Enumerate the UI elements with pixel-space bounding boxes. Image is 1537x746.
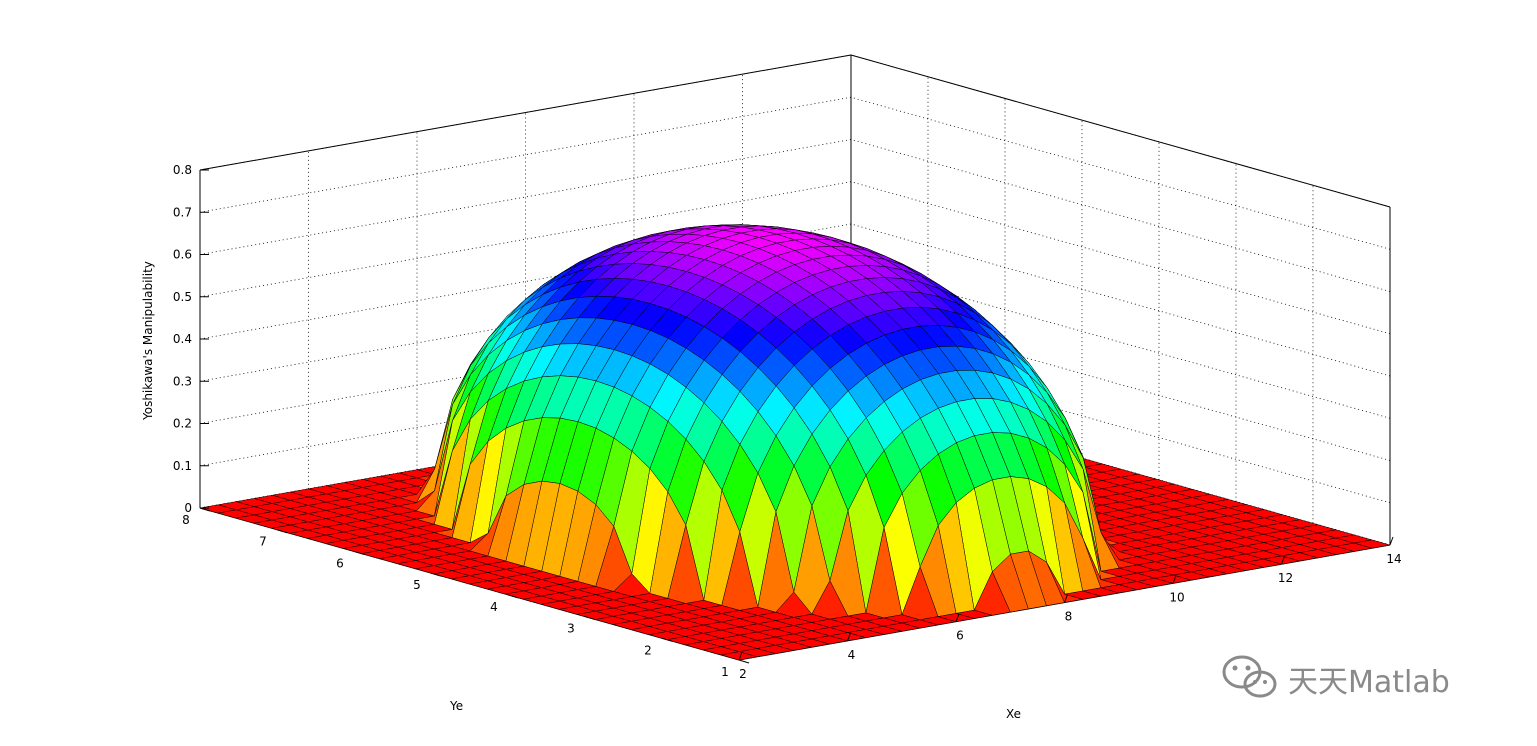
x-tick-label: 4: [848, 648, 856, 662]
y-tick-label: 1: [721, 665, 729, 679]
y-tick: [738, 659, 750, 664]
z-tick-label: 0.8: [173, 163, 192, 177]
x-tick: [1064, 594, 1068, 603]
grid-line: [199, 350, 1391, 504]
z-tick-label: 0.7: [173, 205, 192, 219]
z-tick-label: 0.5: [173, 290, 192, 304]
surface-layer: [199, 224, 1391, 661]
grid-line: [199, 181, 1391, 335]
z-axis-label: Yoshikawa's Manipulability: [141, 261, 155, 421]
box-edge: [199, 54, 852, 171]
surface-face: [720, 651, 758, 661]
box-edge: [850, 54, 1391, 208]
x-tick: [955, 613, 960, 622]
x-axis-label: Xe: [1006, 707, 1021, 721]
y-tick-label: 3: [567, 622, 575, 636]
y-tick-label: 6: [336, 556, 344, 570]
grid-line: [199, 139, 1391, 292]
y-tick-label: 2: [644, 643, 652, 657]
y-tick: [353, 550, 365, 555]
x-tick: [1281, 555, 1285, 565]
y-tick: [430, 572, 442, 577]
y-tick: [661, 637, 673, 642]
x-tick-label: 2: [739, 667, 747, 681]
watermark-text: 天天Matlab: [1288, 665, 1450, 700]
x-tick: [1172, 575, 1177, 584]
y-tick: [507, 594, 519, 599]
watermark: 天天Matlab: [1222, 655, 1450, 700]
y-tick: [276, 529, 288, 534]
x-tick-label: 10: [1169, 590, 1184, 604]
x-tick-label: 8: [1065, 610, 1073, 624]
z-tick-label: 0: [184, 501, 192, 515]
y-axis-label: Ye: [449, 699, 463, 713]
grid-line: [199, 223, 1391, 377]
grid-line: [199, 308, 1391, 461]
grid-line: [199, 96, 1391, 250]
x-tick: [1389, 536, 1394, 546]
z-tick-label: 0.6: [173, 248, 192, 262]
x-tick-label: 14: [1386, 552, 1401, 566]
z-tick-label: 0.2: [173, 417, 192, 431]
z-tick-label: 0.1: [173, 459, 192, 473]
x-tick: [738, 651, 743, 661]
grid-line: [199, 54, 1391, 208]
grid-line: [199, 265, 1391, 419]
wechat-icon: [1222, 655, 1277, 698]
x-tick-label: 6: [956, 629, 964, 643]
tick-layer: 24681012141234567800.10.20.30.40.50.60.7…: [173, 163, 1402, 681]
y-tick-label: 8: [182, 513, 190, 527]
x-tick: [847, 632, 851, 642]
y-tick-label: 5: [413, 578, 421, 592]
z-tick-label: 0.4: [173, 332, 192, 346]
y-tick-label: 7: [259, 535, 267, 549]
y-tick: [584, 616, 596, 621]
x-tick-label: 12: [1278, 571, 1293, 585]
z-tick-label: 0.3: [173, 374, 192, 388]
y-tick-label: 4: [490, 600, 498, 614]
